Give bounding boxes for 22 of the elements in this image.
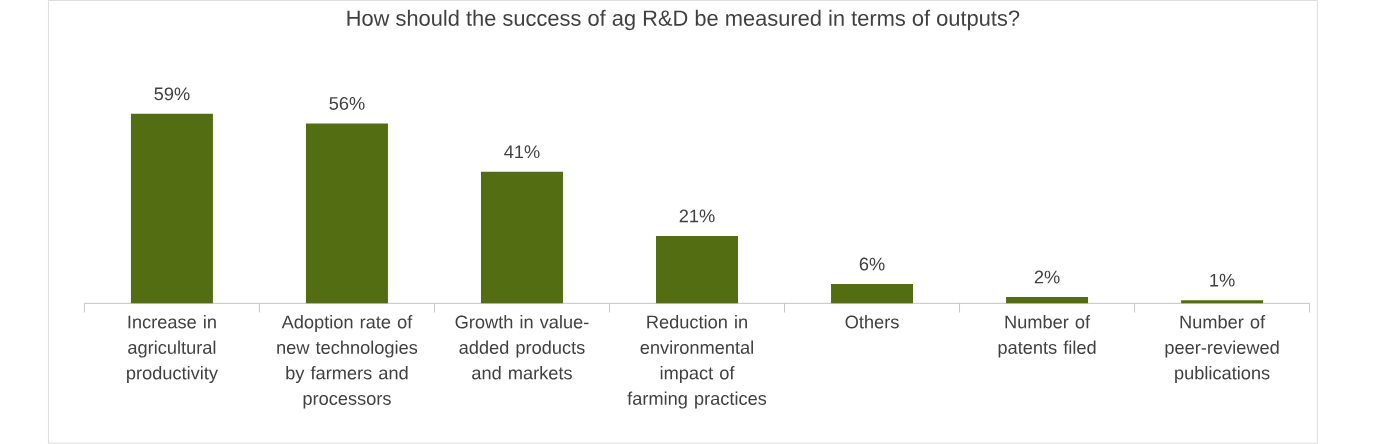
data-label: 1% bbox=[1210, 274, 1235, 287]
x-tick-label: Number of patents filed bbox=[998, 315, 1096, 358]
data-label: 56% bbox=[329, 97, 365, 111]
data-label: 6% bbox=[859, 257, 885, 271]
x-tick-label: Number of peer-reviewed publications bbox=[1165, 315, 1279, 384]
x-tick-label: Adoption rate of new technologies by farmers and processors bbox=[277, 315, 418, 409]
bar bbox=[656, 236, 738, 304]
x-tick-label: Reduction in environmental impact of farming practices bbox=[627, 315, 767, 409]
chart-title: How should the success of ag R&D be measured in terms of outputs? bbox=[347, 10, 1020, 31]
bar bbox=[305, 123, 388, 304]
bar bbox=[480, 171, 563, 304]
bar bbox=[1006, 297, 1089, 304]
x-tick-label: Increase in agricultural productivity bbox=[127, 315, 218, 384]
x-tick-label: Growth in value-added products and markets bbox=[455, 315, 589, 380]
data-label: 21% bbox=[679, 209, 715, 223]
bar bbox=[1181, 300, 1264, 304]
data-label: 2% bbox=[1034, 270, 1060, 284]
x-tick-label: Others bbox=[845, 315, 899, 329]
bar bbox=[130, 114, 213, 304]
data-label: 59% bbox=[154, 87, 190, 101]
bar bbox=[831, 284, 914, 304]
data-label: 41% bbox=[504, 145, 540, 159]
